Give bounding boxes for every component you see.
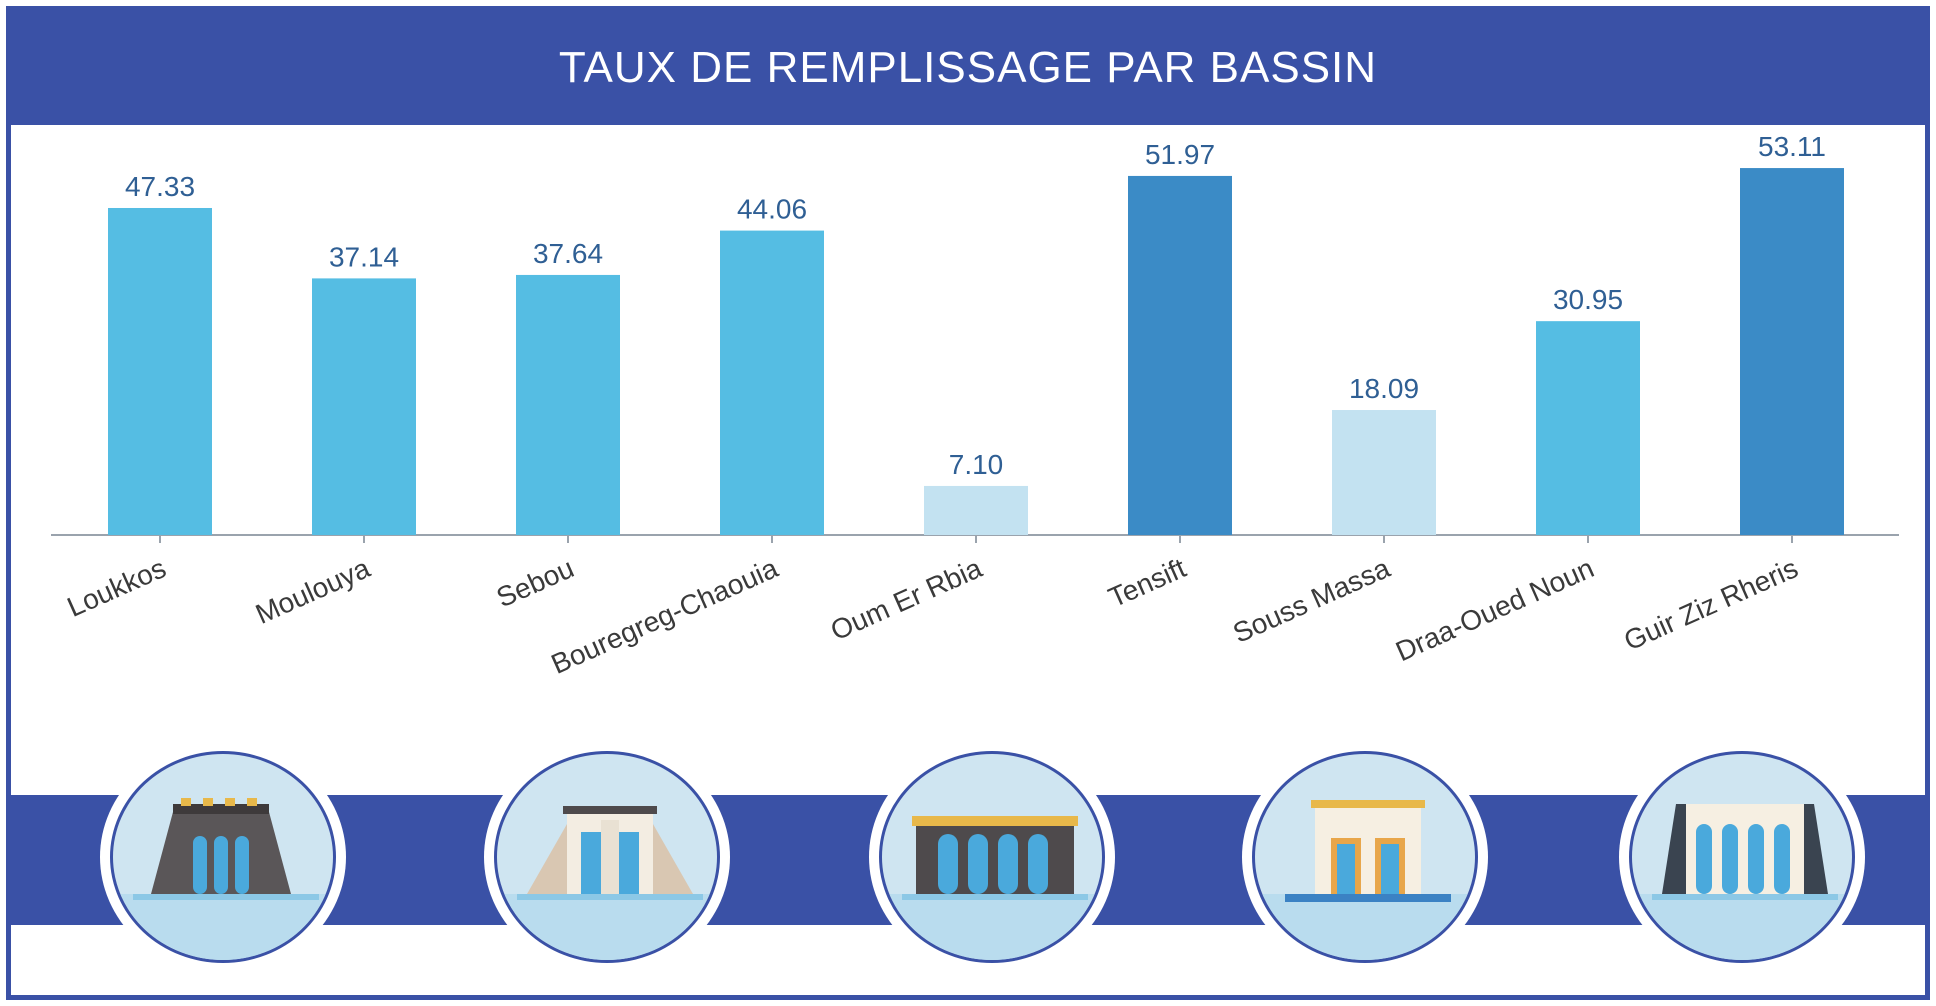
x-tick-label: Bouregreg-Chaouia <box>547 552 783 680</box>
bar-draa-oued-noun <box>1536 321 1640 535</box>
bar-value-label: 37.14 <box>329 241 399 272</box>
bar-chart-svg: 47.33 Loukkos 37.14 Moulouya 37.64 Sebou 44.06… <box>51 131 1899 680</box>
bar-value-label: 18.09 <box>1349 373 1419 404</box>
infographic-frame: TAUX DE REMPLISSAGE PAR BASSIN 47.33 Louk… <box>6 6 1930 1000</box>
bar-bouregreg-chaouia <box>720 230 824 535</box>
bar-value-label: 37.64 <box>533 238 603 269</box>
light-dam-icon <box>484 741 730 973</box>
bar-value-label: 53.11 <box>1758 131 1826 162</box>
x-tick-label: Guir Ziz Rheris <box>1619 552 1802 656</box>
x-tick-label: Oum Er Rbia <box>826 552 987 646</box>
title-banner: TAUX DE REMPLISSAGE PAR BASSIN <box>11 11 1925 125</box>
bar-tensift <box>1128 175 1232 535</box>
page-title: TAUX DE REMPLISSAGE PAR BASSIN <box>558 43 1378 92</box>
arch-dam-icon <box>869 741 1115 973</box>
bar-chart: 47.33 Loukkos 37.14 Moulouya 37.64 Sebou 44.06… <box>11 125 1925 725</box>
gated-dam-icon <box>1242 741 1488 973</box>
bar-loukkos <box>108 207 212 535</box>
bar-value-label: 44.06 <box>737 194 807 225</box>
bar-value-label: 30.95 <box>1553 284 1623 315</box>
x-tick-label: Sebou <box>492 552 579 613</box>
bar-souss-massa <box>1332 410 1436 535</box>
bar-value-label: 51.97 <box>1145 139 1215 170</box>
bar-value-label: 7.10 <box>949 449 1004 480</box>
bar-moulouya <box>312 278 416 535</box>
pillar-dam-icon <box>1619 741 1865 973</box>
x-tick-label: Moulouya <box>251 552 375 630</box>
x-tick-label: Loukkos <box>63 552 171 623</box>
x-tick-label: Tensift <box>1104 552 1191 613</box>
x-tick-label: Souss Massa <box>1228 552 1395 649</box>
dark-dam-icon <box>100 741 346 973</box>
bar-value-label: 47.33 <box>125 171 195 202</box>
bar-guir-ziz-rheris <box>1740 168 1844 536</box>
bar-sebou <box>516 274 620 535</box>
bar-oum-er-rbia <box>924 485 1028 535</box>
x-tick-label: Draa-Oued Noun <box>1391 552 1598 667</box>
